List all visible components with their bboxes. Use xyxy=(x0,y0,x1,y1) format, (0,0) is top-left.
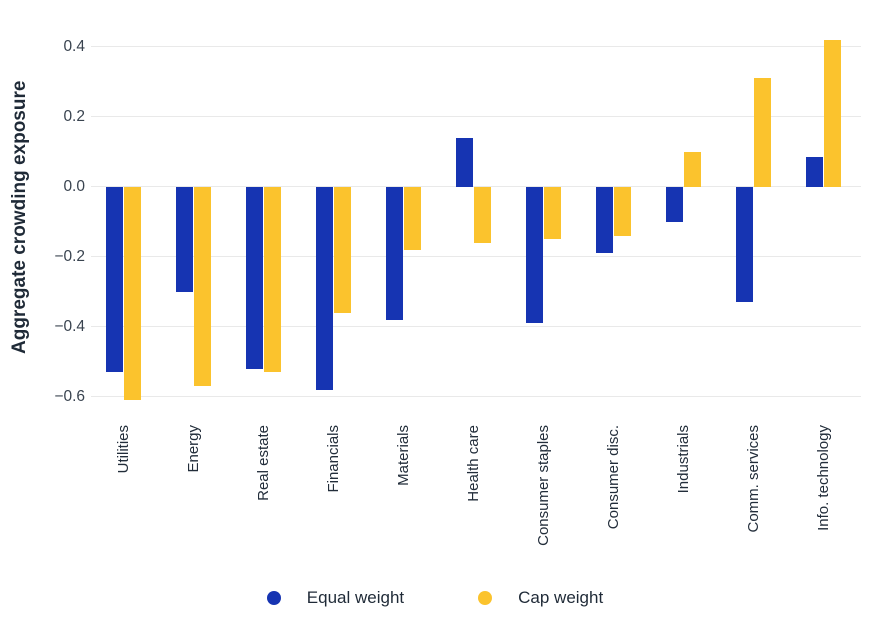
gridline-0.2 xyxy=(91,116,861,117)
equal-weight-swatch-icon xyxy=(266,591,281,605)
cap-weight-swatch-icon xyxy=(478,591,493,605)
y-tick-label-−0.4: −0.4 xyxy=(54,317,85,335)
x-axis-label-materials: Materials xyxy=(394,425,412,486)
bar-cap-weight-energy xyxy=(194,186,211,386)
gridline-−0.4 xyxy=(91,326,861,327)
bar-cap-weight-consumer-staples xyxy=(544,186,561,239)
bar-cap-weight-info-technology xyxy=(824,39,841,187)
y-tick-label-−0.6: −0.6 xyxy=(54,387,85,405)
bar-cap-weight-materials xyxy=(404,186,421,250)
bar-equal-weight-industrials xyxy=(666,186,683,222)
bar-cap-weight-comm-services xyxy=(754,78,771,187)
bar-equal-weight-info-technology xyxy=(806,156,823,187)
legend-label-cap-weight: Cap weight xyxy=(518,588,604,607)
x-axis-label-industrials: Industrials xyxy=(674,425,692,494)
x-axis-label-info-technology: Info. technology xyxy=(814,425,832,531)
bar-cap-weight-financials xyxy=(334,186,351,313)
gridline-−0.2 xyxy=(91,256,861,257)
y-tick-label-−0.2: −0.2 xyxy=(54,247,85,265)
bar-equal-weight-health-care xyxy=(456,137,473,187)
bar-equal-weight-materials xyxy=(386,186,403,320)
bar-equal-weight-energy xyxy=(176,186,193,292)
y-tick-label-0.0: 0.0 xyxy=(63,177,85,195)
legend-label-equal-weight: Equal weight xyxy=(306,588,405,607)
bar-equal-weight-comm-services xyxy=(736,186,753,302)
y-tick-label-0.4: 0.4 xyxy=(63,37,85,55)
x-axis-label-consumer-disc: Consumer disc. xyxy=(604,425,622,530)
bar-equal-weight-consumer-staples xyxy=(526,186,543,323)
y-tick-label-0.2: 0.2 xyxy=(63,107,85,125)
x-axis-label-comm-services: Comm. services xyxy=(744,425,762,533)
x-axis-label-consumer-staples: Consumer staples xyxy=(534,425,552,546)
gridline-0.4 xyxy=(91,46,861,47)
bar-cap-weight-health-care xyxy=(474,186,491,243)
x-axis-label-energy: Energy xyxy=(184,425,202,473)
bar-cap-weight-real-estate xyxy=(264,186,281,372)
legend-item-equal-weight: Equal weight xyxy=(266,588,405,608)
legend: Equal weight Cap weight xyxy=(0,588,870,608)
bar-cap-weight-industrials xyxy=(684,151,701,187)
gridline-−0.6 xyxy=(91,396,861,397)
bar-equal-weight-utilities xyxy=(106,186,123,372)
bar-cap-weight-utilities xyxy=(124,186,141,400)
bar-equal-weight-financials xyxy=(316,186,333,390)
legend-item-cap-weight: Cap weight xyxy=(478,588,603,608)
x-axis-label-financials: Financials xyxy=(324,425,342,493)
x-axis-label-health-care: Health care xyxy=(464,425,482,502)
x-axis-label-real-estate: Real estate xyxy=(254,425,272,501)
bar-equal-weight-real-estate xyxy=(246,186,263,369)
bar-cap-weight-consumer-disc xyxy=(614,186,631,236)
x-axis-label-utilities: Utilities xyxy=(114,425,132,474)
bar-equal-weight-consumer-disc xyxy=(596,186,613,253)
